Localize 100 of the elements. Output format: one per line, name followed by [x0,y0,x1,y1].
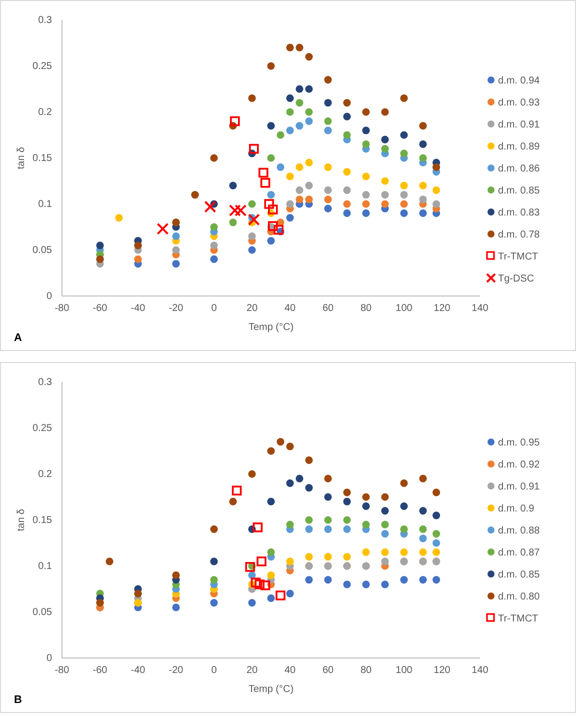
point [324,576,332,584]
point [419,525,427,533]
point [210,599,218,607]
point [362,520,370,528]
point [305,53,313,61]
point [432,186,440,194]
y-tick-label: 0.05 [32,245,52,256]
point [324,474,332,482]
point [343,525,351,533]
point [286,558,294,566]
point [250,578,261,588]
point [400,209,408,217]
point [248,200,256,208]
point [305,85,313,93]
point [286,108,294,116]
point [400,94,408,102]
point [248,470,256,478]
point [305,516,313,524]
x-tick-label: 0 [211,665,218,676]
x-tick-label: -20 [168,665,184,676]
point [229,498,237,506]
x-tick-label: 120 [434,665,451,676]
point [432,200,440,208]
y-axis-title: tan δ [16,508,27,532]
point [400,150,408,158]
point [267,594,275,602]
legend-label: d.m. 0.94 [498,76,540,86]
y-tick-label: 0.2 [38,469,52,480]
legend-label: d.m. 0.95 [498,438,540,448]
point [296,163,304,171]
point [286,442,294,450]
point [419,209,427,217]
x-tick-label: -80 [54,665,70,676]
point [156,222,169,235]
point [432,576,440,584]
point [228,204,241,216]
y-tick-label: 0.1 [38,561,52,572]
point [362,548,370,556]
point [324,204,332,212]
point [268,221,278,231]
point [248,599,256,607]
point [268,204,278,214]
point [324,76,332,84]
point [267,62,275,70]
point [432,539,440,547]
legend-label: d.m. 0.91 [498,120,540,130]
point [419,507,427,515]
point [248,246,256,254]
point [324,163,332,171]
point [172,232,180,240]
point [286,126,294,134]
point [296,122,304,130]
point [362,580,370,588]
x-tick-label: 60 [322,665,334,676]
point [286,172,294,180]
x-axis-title: Temp (°C) [248,684,294,695]
y-tick-label: 0 [46,653,52,664]
point [267,571,275,579]
legend-label: Tg-DSC [498,274,534,284]
point [381,530,389,538]
point [400,479,408,487]
point [381,108,389,116]
x-tick-label: -80 [54,303,70,314]
point [432,512,440,520]
point [248,232,256,240]
point [343,580,351,588]
point [276,163,284,171]
point [260,580,270,590]
point [276,131,284,139]
point [172,246,180,254]
point [264,199,274,209]
point [230,116,240,126]
point [343,112,351,120]
point [286,44,294,52]
point [362,209,370,217]
point [419,196,427,204]
point [267,122,275,130]
point [419,122,427,130]
point [267,191,275,199]
point [258,168,268,178]
point [432,530,440,538]
point [245,562,255,572]
point [343,516,351,524]
point [305,182,313,190]
point [381,145,389,153]
point [248,214,260,226]
point [343,200,351,208]
point [362,191,370,199]
y-tick-label: 0.15 [32,153,52,164]
point [267,447,275,455]
point [296,85,304,93]
point [362,502,370,510]
point [324,99,332,107]
point [260,178,270,188]
point [432,488,440,496]
point [381,507,389,515]
point [254,580,264,590]
point [204,200,216,213]
y-tick-label: 0.2 [38,107,52,118]
point [296,186,304,194]
